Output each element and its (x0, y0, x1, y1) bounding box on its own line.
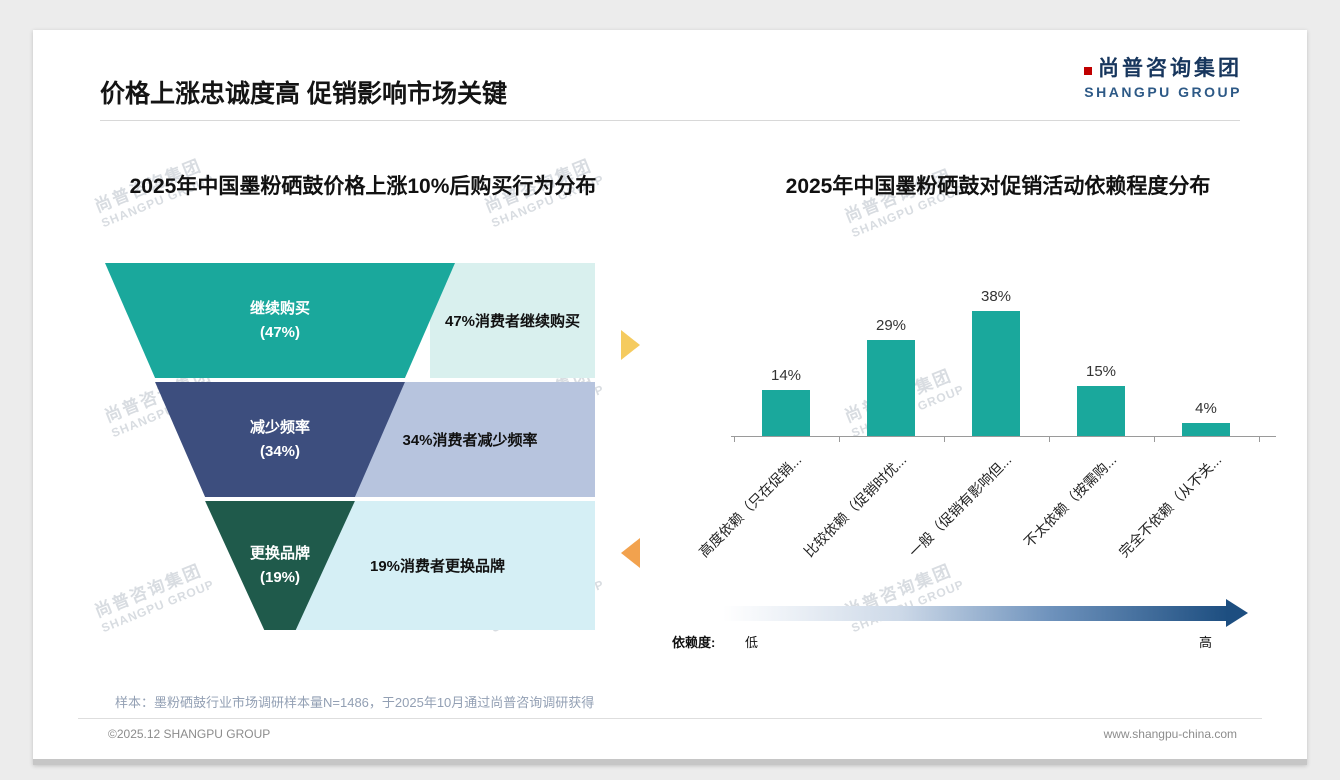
funnel-segment-row: 19%消费者更换品牌 更换品牌 (19%) (105, 501, 595, 630)
bar-chart-title: 2025年中国墨粉硒鼓对促销活动依赖程度分布 (785, 175, 1211, 198)
funnel-segment-label: 继续购买 (47%) (249, 300, 310, 341)
bar-x-label: 高度依赖（只在促销... (696, 451, 805, 561)
funnel-chart-title: 2025年中国墨粉硒鼓价格上涨10%后购买行为分布 (129, 175, 597, 198)
page-title: 价格上涨忠诚度高 促销影响市场关键 (100, 80, 507, 108)
funnel-segment-label: 更换品牌 (19%) (249, 545, 310, 586)
right-arrow-icon (621, 330, 640, 360)
bar-x-label: 一般（促销有影响但... (906, 451, 1015, 561)
axis-tick (838, 437, 840, 442)
bar-x-axis-labels: 高度依赖（只在促销... 比较依赖（促销时优... 一般（促销有影响但... 不太依赖… (696, 440, 1276, 600)
bar-x-label: 不太依赖（按需购... (1020, 451, 1120, 551)
axis-tick (733, 437, 735, 442)
dependency-axis-label: 依赖度: (672, 635, 716, 650)
bar (972, 311, 1020, 436)
axis-tick (1153, 437, 1155, 442)
bar-x-label: 完全不依赖（从不关... (1116, 451, 1225, 561)
dependency-low-label: 低 (745, 635, 759, 650)
logo-en-text: SHANGPU GROUP (1084, 84, 1242, 100)
funnel-annotation: 47%消费者继续购买 (430, 263, 595, 378)
bar (762, 390, 810, 436)
funnel-segment-label: 减少频率 (34%) (249, 419, 310, 460)
company-logo: 尚普咨询集团 SHANGPU GROUP (1084, 52, 1242, 100)
bar-x-label: 比较依赖（促销时优... (801, 451, 910, 561)
website-text: www.shangpu-china.com (1103, 727, 1237, 741)
axis-tick (1048, 437, 1050, 442)
copyright-text: ©2025.12 SHANGPU GROUP (108, 727, 271, 741)
logo-mark-icon (1084, 66, 1092, 75)
bar-plot-area: 14% 29% 38% 15% 4% (731, 280, 1276, 442)
dependency-high-label: 高 (1199, 635, 1213, 650)
bar-value-label: 29% (875, 317, 907, 334)
left-arrow-icon (621, 538, 640, 568)
slide: 尚普咨询集团 SHANGPU GROUP 尚普咨询集团 SHANGPU GROUP 尚普… (33, 30, 1307, 765)
bar (1182, 423, 1230, 436)
sample-note: 样本：墨粉硒鼓行业市场调研样本量N=1486，于2025年10月通过尚普咨询调研… (115, 695, 595, 710)
bar-value-label: 14% (770, 367, 802, 384)
axis-tick (943, 437, 945, 442)
dependency-arrow-head-icon (1226, 599, 1248, 627)
bar-value-label: 15% (1085, 363, 1117, 380)
title-underline (100, 120, 1240, 121)
axis-tick (1258, 437, 1260, 442)
bar-value-label: 38% (980, 288, 1012, 305)
dependency-gradient-bar (723, 606, 1228, 621)
footer-divider (78, 718, 1262, 719)
bar-chart: 14% 29% 38% 15% 4% 高度依赖（只在促销... 比较依赖（促销时优... 一… (696, 280, 1283, 610)
bar-value-label: 4% (1195, 400, 1217, 417)
logo-cn-text: 尚普咨询集团 (1098, 57, 1242, 80)
funnel-segment-row: 47%消费者继续购买 继续购买 (47%) (105, 263, 595, 378)
bar (867, 340, 915, 436)
funnel-segment: 继续购买 (47%) (105, 263, 455, 378)
funnel-segment-row: 34%消费者减少频率 减少频率 (34%) (105, 382, 595, 497)
funnel-chart: 47%消费者继续购买 继续购买 (47%) 34%消费者减少频率 减少频率 (34%) 19… (105, 263, 595, 634)
bar (1077, 386, 1125, 436)
